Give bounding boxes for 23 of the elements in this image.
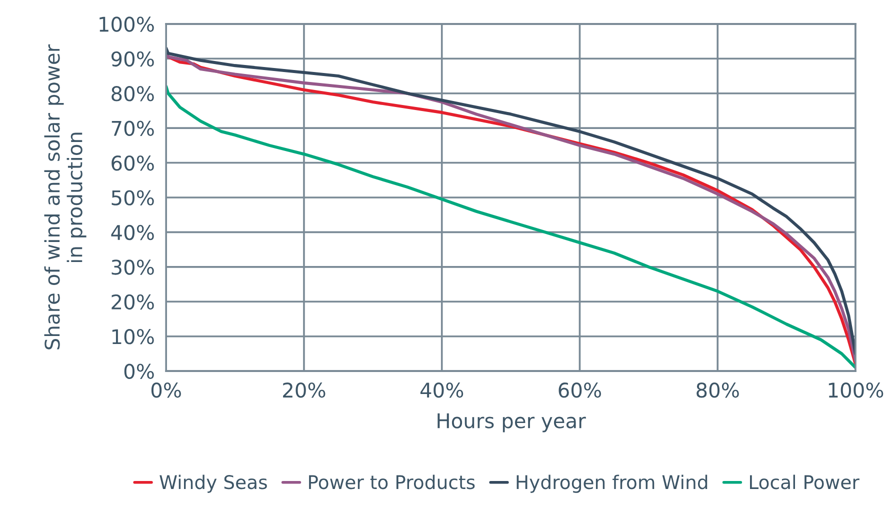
legend-label: Windy Seas (160, 474, 267, 493)
y-tick-label: 50% (112, 190, 154, 206)
legend-label: Local Power (750, 474, 860, 490)
y-tick-label: 100% (100, 16, 154, 32)
x-tick-label: 40% (420, 382, 464, 398)
y-tick-label: 20% (112, 294, 154, 310)
y-tick-label: 90% (111, 51, 154, 67)
y-tick-label: 80% (112, 86, 154, 102)
x-tick-label: 80% (696, 382, 739, 398)
y-axis-title: Share of wind and solar power in production (44, 44, 86, 350)
legend-label: Power to Products (309, 474, 475, 490)
x-tick-label: 60% (558, 382, 602, 398)
y-tick-label: 0% (124, 364, 154, 379)
x-axis-title: Hours per year (438, 413, 586, 432)
y-tick-label: 70% (112, 120, 154, 136)
y-tick-label: 60% (112, 155, 154, 171)
x-tick-label: 100% (828, 382, 884, 398)
legend-label: Hydrogen from Wind (516, 474, 708, 493)
y-tick-label: 30% (112, 260, 154, 275)
x-tick-label: 0% (151, 382, 181, 398)
y-tick-label: 10% (112, 329, 154, 344)
x-tick-label: 20% (283, 382, 326, 398)
y-tick-label: 40% (111, 224, 154, 240)
